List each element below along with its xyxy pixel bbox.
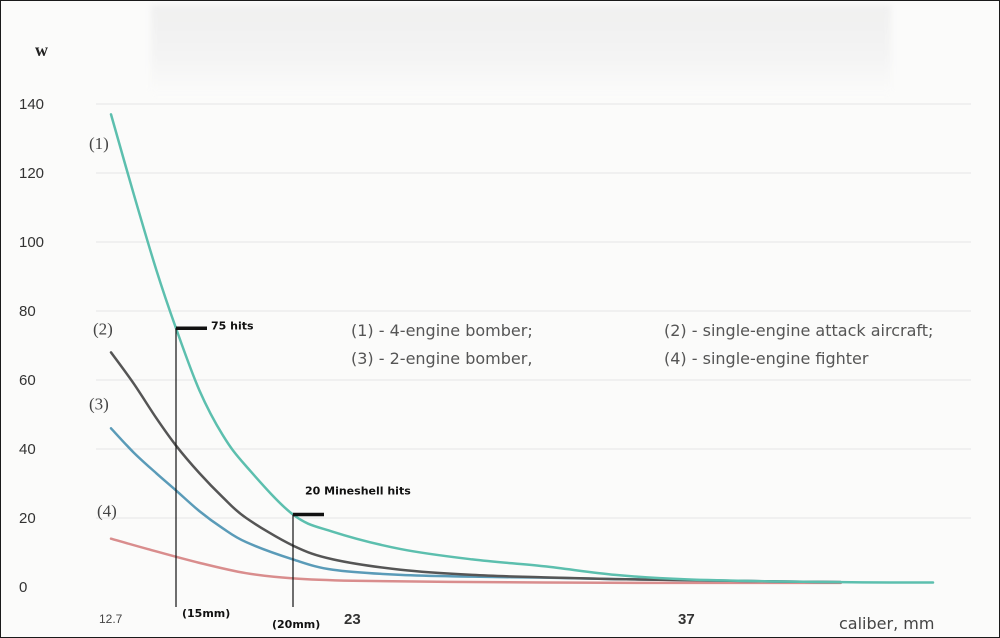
series-line-1 — [109, 113, 935, 584]
annotation-caliber-label: (15mm) — [182, 607, 230, 620]
series-lines — [109, 113, 935, 585]
y-tick-label: 100 — [19, 234, 44, 251]
y-tick-label: 140 — [19, 96, 44, 113]
legend-entry-3: (3) - 2-engine bomber, — [351, 349, 532, 368]
legend-entry-2: (2) - single-engine attack aircraft; — [664, 321, 933, 340]
annotation-label: 20 Mineshell hits — [305, 485, 411, 498]
legend-entry-1: (1) - 4-engine bomber; — [351, 321, 533, 340]
curve-label-4: (4) — [97, 502, 117, 521]
annotation-label: 75 hits — [211, 319, 254, 332]
x-tick-label: 23 — [344, 611, 361, 628]
x-axis-ticks: 12.7 23 37 — [99, 611, 695, 628]
annotations: 75 hits (15mm) 20 Mineshell hits (20mm) — [175, 319, 411, 631]
y-tick-label: 120 — [19, 165, 44, 182]
series-line-4 — [109, 537, 842, 585]
x-tick-label: 37 — [678, 611, 695, 628]
curve-labels: (1) (2) (3) (4) — [89, 134, 117, 521]
x-axis-label: caliber, mm — [839, 614, 934, 633]
y-tick-label: 60 — [19, 372, 36, 389]
series-line-2 — [109, 351, 842, 584]
curve-label-2: (2) — [93, 319, 113, 338]
curve-label-3: (3) — [89, 394, 109, 413]
x-tick-label: 12.7 — [99, 612, 123, 626]
y-tick-label: 0 — [19, 579, 27, 596]
grid — [96, 103, 971, 519]
legend-entry-4: (4) - single-engine fighter — [664, 349, 869, 368]
annotation-caliber-label: (20mm) — [272, 618, 320, 631]
y-tick-label: 80 — [19, 303, 36, 320]
y-tick-label: 40 — [19, 441, 36, 458]
curve-label-1: (1) — [89, 134, 109, 153]
y-axis-ticks: 0 20 40 60 80 100 120 140 — [19, 96, 44, 596]
y-axis-label: w — [35, 40, 48, 60]
legend: (1) - 4-engine bomber; (3) - 2-engine bo… — [351, 321, 933, 368]
blurred-caption — [151, 5, 891, 93]
y-tick-label: 20 — [19, 510, 36, 527]
